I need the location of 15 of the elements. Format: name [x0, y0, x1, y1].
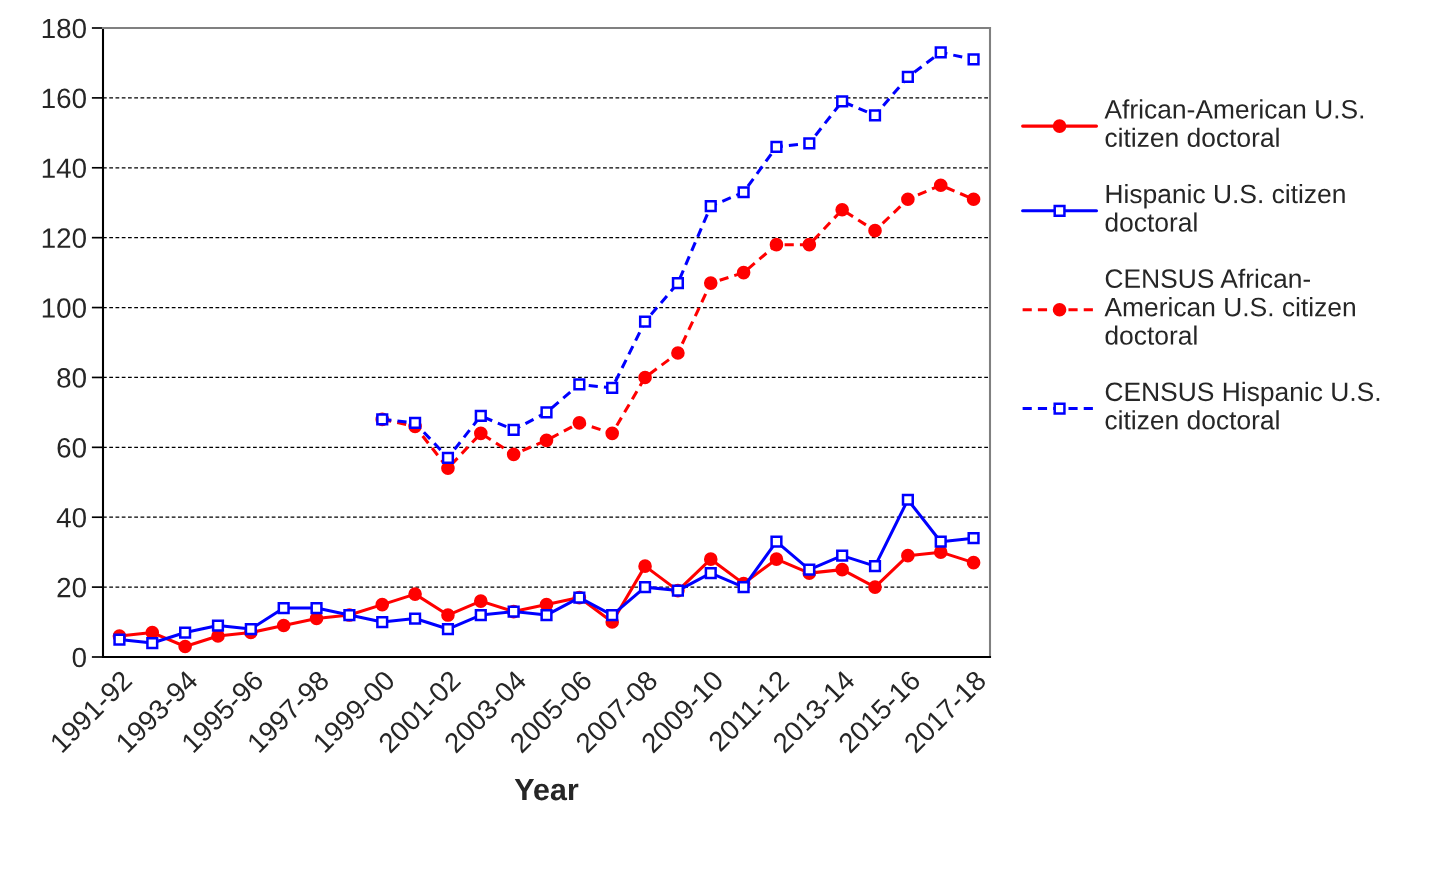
y-tick-label: 20 — [57, 577, 86, 598]
legend-label: Hispanic U.S. citizen doctoral — [1105, 183, 1345, 232]
y-tick-label: 80 — [57, 368, 86, 388]
y-tick-label: 40 — [56, 507, 86, 528]
x-axis-title: Year — [514, 779, 579, 801]
y-tick-label: 160 — [42, 88, 86, 109]
y-tick-label: 120 — [42, 228, 86, 249]
legend-label: African-American U.S. citizen doctoral — [1104, 99, 1364, 148]
legend-label: CENSUS Hispanic U.S. citizen doctoral — [1105, 381, 1380, 430]
y-tick-label: 60 — [57, 438, 86, 458]
y-tick-label: 0 — [72, 647, 86, 668]
y-tick-label: 180 — [42, 18, 86, 39]
y-tick-label: 100 — [42, 298, 86, 318]
y-tick-label: 140 — [42, 158, 86, 179]
legend-label: CENSUS African- American U.S. citizen doctoral — [1104, 268, 1355, 345]
